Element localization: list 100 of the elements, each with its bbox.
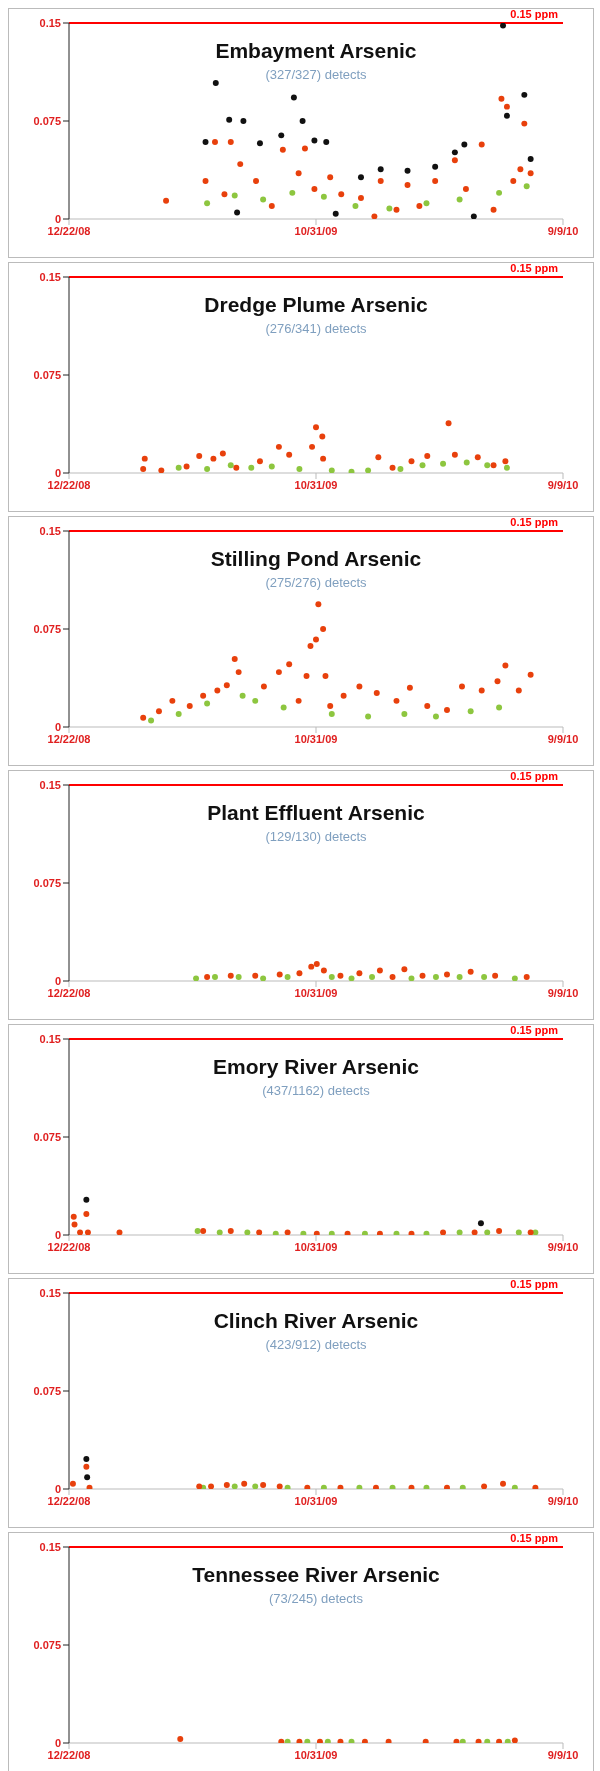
point: [204, 974, 211, 981]
point: [527, 155, 534, 162]
point: [463, 459, 470, 466]
point: [459, 683, 465, 690]
point: [235, 669, 242, 676]
point: [376, 967, 383, 974]
point: [311, 185, 318, 192]
y-tick-label: 0: [54, 974, 61, 987]
text: (275/276) detects: [264, 575, 368, 590]
point: [510, 178, 517, 185]
point: [503, 464, 510, 471]
point: [451, 451, 458, 458]
point: [348, 975, 355, 981]
point: [375, 454, 382, 461]
point: [268, 463, 275, 470]
point: [303, 673, 310, 680]
point: [408, 975, 415, 981]
point: [496, 704, 503, 711]
point: [369, 974, 376, 981]
point: [227, 972, 234, 979]
text: Emory River Arsenic: [212, 1055, 420, 1079]
point: [502, 662, 509, 669]
point: [462, 185, 469, 192]
text: (423/912) detects: [264, 1337, 368, 1352]
point: [478, 141, 485, 148]
point: [365, 713, 372, 720]
point: [140, 466, 147, 473]
point: [358, 195, 364, 202]
point: [253, 178, 260, 185]
point: [163, 197, 170, 204]
point: [311, 137, 318, 144]
point: [227, 138, 234, 145]
x-tick-label: 9/9/10: [547, 732, 579, 745]
y-tick-label: 0.15: [39, 270, 61, 283]
point: [365, 467, 372, 473]
ref-line-label: 0.15 ppm: [510, 1532, 559, 1544]
point: [323, 138, 330, 145]
point: [226, 116, 233, 123]
point: [373, 690, 380, 697]
point: [424, 453, 431, 459]
point: [315, 601, 322, 608]
point: [377, 178, 384, 185]
point: [416, 202, 423, 209]
point: [309, 443, 316, 450]
point: [419, 972, 426, 979]
x-tick-label: 10/31/09: [294, 1494, 338, 1507]
y-tick-label: 0.15: [39, 16, 61, 29]
point: [419, 462, 426, 469]
point: [445, 420, 452, 427]
point: [240, 118, 247, 124]
y-tick-label: 0.075: [33, 1638, 61, 1651]
y-tick-label: 0: [54, 1736, 61, 1749]
point: [308, 963, 315, 970]
x-tick-label: 10/31/09: [294, 1240, 338, 1253]
point: [337, 972, 344, 979]
point: [268, 202, 275, 209]
x-tick-label: 10/31/09: [294, 1748, 338, 1761]
point: [155, 708, 162, 715]
point: [503, 103, 510, 110]
point: [467, 968, 474, 975]
point: [511, 975, 518, 981]
point: [328, 710, 335, 717]
point: [320, 626, 327, 632]
point: [328, 974, 335, 981]
x-tick-label: 10/31/09: [294, 986, 338, 999]
y-tick-label: 0.075: [33, 1130, 61, 1143]
point: [260, 196, 267, 203]
point: [496, 189, 503, 196]
point: [301, 145, 308, 152]
x-tick-label: 9/9/10: [547, 986, 579, 999]
point: [404, 167, 411, 174]
point: [239, 692, 246, 699]
y-tick-label: 0.075: [33, 114, 61, 127]
point: [233, 464, 240, 471]
point: [296, 970, 303, 977]
point: [332, 210, 339, 217]
y-tick-label: 0.15: [39, 1286, 61, 1299]
text: Plant Effluent Arsenic: [206, 801, 426, 825]
point: [299, 118, 306, 124]
point: [256, 458, 263, 465]
point: [141, 455, 148, 462]
point: [237, 161, 244, 168]
point: [322, 673, 329, 680]
point: [279, 146, 286, 153]
point: [478, 687, 485, 694]
point: [444, 971, 450, 978]
point: [440, 460, 447, 467]
point: [289, 189, 296, 196]
point: [424, 703, 431, 710]
point: [313, 636, 319, 643]
point: [523, 974, 530, 981]
point: [467, 708, 474, 715]
y-tick-label: 0: [54, 466, 61, 479]
point: [515, 687, 522, 694]
y-tick-label: 0: [54, 212, 61, 225]
point: [389, 974, 396, 981]
point: [521, 91, 528, 98]
point: [231, 656, 238, 663]
point: [286, 661, 293, 668]
point: [484, 462, 491, 469]
